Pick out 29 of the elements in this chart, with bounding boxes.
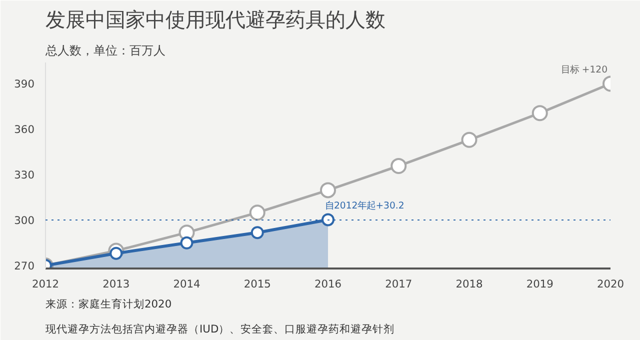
point	[110, 246, 123, 260]
point	[180, 236, 194, 250]
point	[461, 132, 478, 148]
x-tick-label: 2013	[102, 278, 130, 290]
chart-subtitle: 总人数，单位：百万人	[44, 44, 166, 58]
point	[532, 105, 548, 122]
annotation: 自2012年起+30.2	[325, 200, 404, 212]
text: 现代避孕方法包括宫内避孕器（IUD）、安全套、口服避孕药和避孕针剂	[46, 322, 395, 336]
point	[320, 182, 336, 198]
x-tick-label: 2016	[314, 278, 342, 290]
y-tick-label: 360	[14, 123, 35, 136]
x-tick-label: 2018	[456, 278, 484, 290]
x-tick-label: 2020	[596, 278, 624, 290]
x-tick-label: 2012	[32, 278, 60, 290]
y-tick-label: 300	[14, 214, 35, 228]
y-tick-label: 270	[14, 259, 35, 272]
source-note: 来源：家庭生育计划2020	[46, 298, 172, 310]
annotation: 目标 +120	[560, 64, 608, 76]
chart-title: 发展中国家中使用现代避孕药具的人数	[46, 8, 386, 32]
point	[390, 158, 407, 174]
y-tick-label: 390	[14, 78, 35, 91]
x-tick-label: 2017	[385, 278, 412, 290]
point	[322, 213, 334, 226]
point	[249, 204, 266, 221]
point	[250, 226, 264, 240]
x-tick-label: 2019	[526, 278, 554, 290]
y-tick-label: 330	[14, 168, 35, 182]
x-tick-label: 2014	[173, 278, 201, 290]
x-tick-label: 2015	[244, 278, 271, 290]
